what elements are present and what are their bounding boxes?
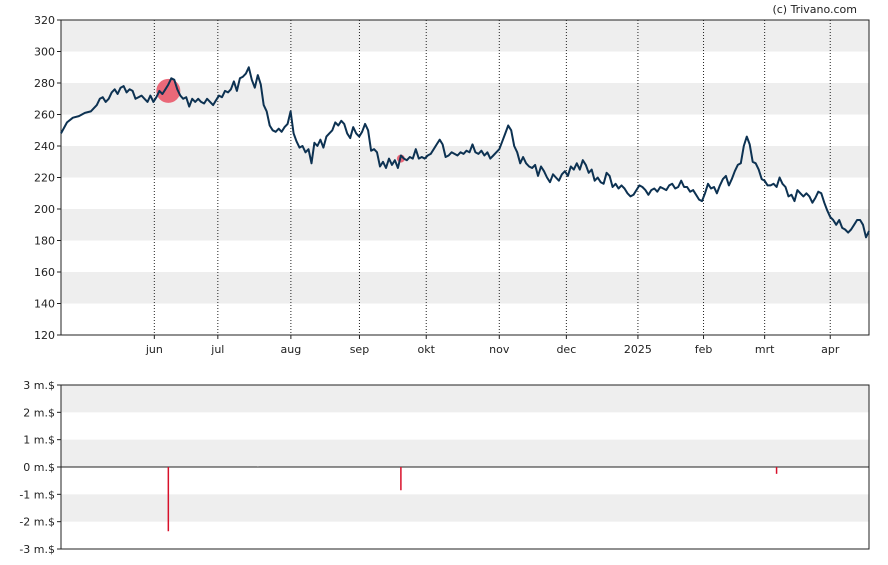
y-tick-label: 220 xyxy=(34,172,55,185)
volume-band xyxy=(61,385,869,413)
volume-y-tick-label: -2 m.$ xyxy=(19,516,55,529)
y-tick-label: 260 xyxy=(34,109,55,122)
volume-panel: 3 m.$ 2 m.$ 1 m.$ 0 m.$ -1 m.$ -2 m.$ -3 m.$ xyxy=(19,379,870,556)
x-tick-label: jun xyxy=(145,343,163,356)
price-line xyxy=(60,66,870,239)
y-tick-label: 160 xyxy=(34,266,55,279)
credit-text: (c) Trivano.com xyxy=(772,3,857,16)
transaction-marker xyxy=(156,78,181,103)
volume-frame xyxy=(60,384,870,550)
y-tick-label: 200 xyxy=(34,203,55,216)
x-tick-label: mrt xyxy=(755,343,775,356)
y-tick-label: 180 xyxy=(34,235,55,248)
price-band xyxy=(61,272,869,304)
x-tick-label: feb xyxy=(695,343,713,356)
y-tick-label: 120 xyxy=(34,329,55,342)
y-tick-label: 140 xyxy=(34,298,55,311)
x-tick-label: dec xyxy=(556,343,576,356)
price-band xyxy=(61,209,869,241)
volume-y-tick-label: -1 m.$ xyxy=(19,488,55,501)
price-panel: jun jul aug sep okt nov dec 2025 feb mrt apr 320 300… xyxy=(34,14,870,356)
x-tick-label: jul xyxy=(210,343,224,356)
x-tick-label: nov xyxy=(489,343,510,356)
x-tick-label: apr xyxy=(821,343,840,356)
price-frame xyxy=(60,19,870,336)
price-band xyxy=(61,146,869,178)
x-tick-label: aug xyxy=(281,343,302,356)
volume-y-tick-label: 0 m.$ xyxy=(23,461,55,474)
x-tick-label: sep xyxy=(350,343,369,356)
x-tick-label: okt xyxy=(418,343,436,356)
price-band xyxy=(61,83,869,115)
x-tick-label: 2025 xyxy=(624,343,652,356)
y-tick-label: 320 xyxy=(34,14,55,27)
y-tick-label: 280 xyxy=(34,77,55,90)
volume-y-tick-label: -3 m.$ xyxy=(19,543,55,556)
y-tick-label: 300 xyxy=(34,46,55,59)
price-band xyxy=(61,20,869,52)
volume-y-tick-label: 1 m.$ xyxy=(23,434,55,447)
y-tick-label: 240 xyxy=(34,140,55,153)
volume-band xyxy=(61,439,869,467)
volume-y-tick-label: 2 m.$ xyxy=(23,406,55,419)
volume-band xyxy=(61,494,869,522)
volume-y-tick-label: 3 m.$ xyxy=(23,379,55,392)
